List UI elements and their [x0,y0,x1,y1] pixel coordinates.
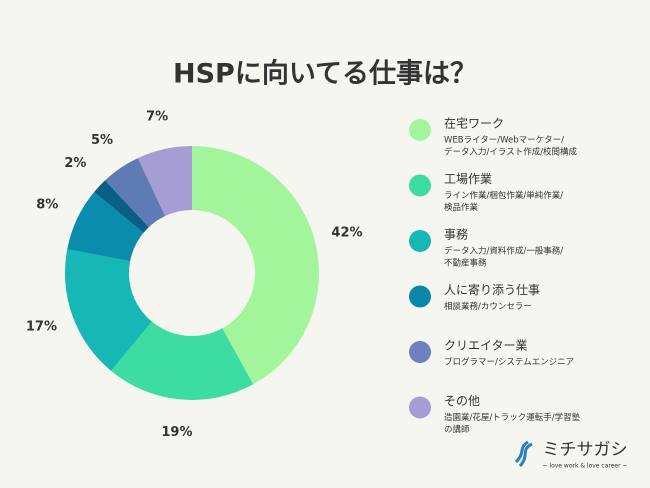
slice [67,192,144,262]
legend-description: 検品作業 [444,202,479,213]
slice [94,180,149,233]
legend-swatch [409,230,431,252]
legend-description: プログラマー/システムエンジニア [444,357,574,368]
legend-description: WEBライター/Webマーケター/ [444,136,564,146]
logo-tagline: ~ love work & love career ~ [542,463,627,470]
legend-swatch [409,341,431,363]
value-label: 7% [146,109,168,124]
legend-description: データ入力/イラスト作成/校閲構成 [444,147,578,158]
legend-swatch [409,285,431,308]
legend-swatch [409,119,431,141]
logo-name: ミチサガシ [543,440,628,460]
legend-description: データ入力/資料作成/一般事務/ [444,246,563,257]
slice [192,146,320,385]
slice [137,146,192,216]
legend-description: 相談業務/カウンセラー [444,301,532,312]
legend-description: 造園業/花屋/トラック運転手/学習塾 [444,412,581,423]
legend-label: 在宅ワーク [444,116,504,131]
legend-swatch [409,174,431,197]
slice [64,249,152,371]
logo-icon [514,440,533,468]
chart-title: HSPに向いてる仕事は？ [173,58,477,90]
value-label: 19% [161,425,192,440]
value-label: 8% [36,197,58,212]
legend-swatch [409,396,431,419]
legend-label: クリエイター業 [444,339,528,353]
legend-label: 事務 [444,228,468,242]
legend-label: その他 [444,394,480,408]
value-label: 2% [64,156,86,171]
legend-description: の講師 [444,424,470,435]
legend-label: 工場作業 [444,172,492,186]
slice [111,321,254,400]
value-label: 42% [331,226,362,241]
legend-label: 人に寄り添う仕事 [444,282,540,297]
slice [105,158,166,228]
legend-description: 不動産事務 [444,258,487,269]
legend-description: ライン作業/梱包作業/単純作業/ [444,190,563,201]
logo: ミチサガシ ~ love work & love career ~ [514,440,628,470]
value-label: 17% [26,320,57,335]
value-label: 5% [91,133,113,148]
